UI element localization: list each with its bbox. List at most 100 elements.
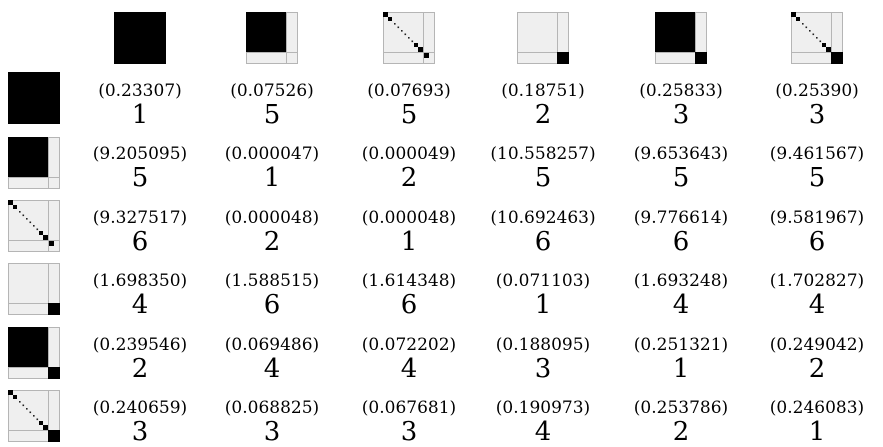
cell-rank: 2 <box>263 227 281 257</box>
cell-rank: 2 <box>400 163 418 193</box>
matrix-cell: (9.205095) 5 <box>75 144 205 192</box>
matrix-cell: (0.000048) 1 <box>344 208 474 257</box>
matrix-cell: (0.067681) 3 <box>344 400 474 447</box>
cell-rank: 1 <box>400 227 418 257</box>
cell-rank: 6 <box>808 227 826 257</box>
cell-value: (0.072202) <box>361 335 457 355</box>
cell-value: (0.253786) <box>633 398 729 418</box>
cell-rank: 1 <box>263 163 281 193</box>
cell-rank: 6 <box>263 290 281 320</box>
cell-rank: 4 <box>808 290 826 320</box>
cell-rank: 1 <box>131 100 149 130</box>
matrix-cell: (0.188095) 3 <box>478 335 608 383</box>
matrix-cell: (0.000049) 2 <box>344 144 474 193</box>
column-pattern-icon-block-plus-corner <box>655 12 707 64</box>
matrix-cell: (0.23307) 1 <box>75 83 205 130</box>
cell-value: (0.190973) <box>495 398 591 418</box>
matrix-cell: (9.327517) 6 <box>75 208 205 257</box>
cell-rank: 6 <box>131 227 149 257</box>
matrix-cell: (0.246083) 1 <box>752 398 882 447</box>
cell-value: (0.07693) <box>367 81 451 101</box>
matrix-cell: (0.239546) 2 <box>75 335 205 384</box>
cell-value: (0.07526) <box>230 81 314 101</box>
cell-rank: 2 <box>672 417 690 447</box>
cell-value: (1.702827) <box>769 271 865 291</box>
cell-rank: 4 <box>534 417 552 447</box>
cell-value: (1.614348) <box>361 271 457 291</box>
cell-value: (0.240659) <box>92 398 188 418</box>
cell-value: (9.461567) <box>769 144 865 164</box>
row-pattern-icon-top-left-block <box>8 137 60 189</box>
column-pattern-icon-diagonal <box>383 12 435 64</box>
cell-rank: 3 <box>131 417 149 447</box>
cell-rank: 5 <box>534 163 552 193</box>
cell-value: (10.558257) <box>490 144 596 164</box>
cell-rank: 2 <box>808 354 826 384</box>
cell-value: (9.205095) <box>92 144 188 164</box>
matrix-cell: (1.588515) 6 <box>207 273 337 320</box>
matrix-cell: (9.581967) 6 <box>752 208 882 257</box>
cell-value: (0.25390) <box>775 81 859 101</box>
matrix-cell: (0.068825) 3 <box>207 398 337 447</box>
cell-value: (9.653643) <box>633 144 729 164</box>
matrix-cell: (0.071103) 1 <box>478 271 608 319</box>
cell-value: (9.776614) <box>633 208 729 228</box>
cell-value: (0.246083) <box>769 398 865 418</box>
cell-rank: 3 <box>808 100 826 130</box>
matrix-cell: (1.614348) 6 <box>344 271 474 319</box>
matrix-cell: (0.18751) 2 <box>478 81 608 130</box>
matrix-cell: (0.000047) 1 <box>207 144 337 193</box>
matrix-cell: (0.190973) 4 <box>478 398 608 447</box>
cell-rank: 5 <box>672 163 690 193</box>
matrix-cell: (9.653643) 5 <box>616 144 746 193</box>
cell-value: (0.239546) <box>92 335 188 355</box>
matrix-cell: (0.000048) 2 <box>207 208 337 257</box>
cell-rank: 3 <box>263 417 281 447</box>
matrix-cell: (0.07526) 5 <box>207 81 337 129</box>
cell-rank: 3 <box>400 417 418 447</box>
cell-value: (0.188095) <box>495 335 591 355</box>
cell-value: (0.249042) <box>769 335 865 355</box>
cell-value: (0.071103) <box>495 271 591 291</box>
cell-value: (0.25833) <box>639 81 723 101</box>
cell-value: (0.000047) <box>224 144 320 164</box>
matrix-cell: (9.461567) 5 <box>752 144 882 193</box>
matrix-cell: (0.249042) 2 <box>752 335 882 384</box>
cell-value: (1.693248) <box>633 271 729 291</box>
cell-value: (0.18751) <box>501 81 585 101</box>
matrix-cell: (1.698350) 4 <box>75 273 205 319</box>
cell-rank: 6 <box>534 227 552 257</box>
matrix-cell: (0.072202) 4 <box>344 335 474 383</box>
column-pattern-icon-diagonal-plus-corner <box>791 12 843 64</box>
matrix-cell: (1.702827) 4 <box>752 271 882 320</box>
cell-value: (9.581967) <box>769 208 865 228</box>
cell-value: (0.251321) <box>633 335 729 355</box>
column-pattern-icon-bottom-right-corner <box>517 12 569 64</box>
row-pattern-icon-diagonal-plus-corner <box>8 390 60 442</box>
cell-rank: 3 <box>672 100 690 130</box>
matrix-cell: (10.692463) 6 <box>478 210 608 257</box>
matrix-cell: (1.693248) 4 <box>616 271 746 319</box>
cell-rank: 2 <box>131 354 149 384</box>
cell-rank: 2 <box>534 100 552 130</box>
cell-rank: 5 <box>400 100 418 130</box>
column-pattern-icon-top-left-block <box>246 12 298 64</box>
matrix-cell: (10.558257) 5 <box>478 144 608 193</box>
cell-value: (0.000048) <box>361 208 457 228</box>
cell-rank: 1 <box>672 354 690 384</box>
row-pattern-icon-block-plus-corner <box>8 327 60 379</box>
matrix-cell: (0.069486) 4 <box>207 337 337 384</box>
matrix-cell: (0.25833) 3 <box>616 81 746 130</box>
cell-value: (9.327517) <box>92 208 188 228</box>
row-pattern-icon-full-block <box>8 72 60 124</box>
matrix-cell: (0.07693) 5 <box>344 81 474 130</box>
cell-rank: 1 <box>808 417 826 447</box>
matrix-cell: (9.776614) 6 <box>616 208 746 257</box>
cell-value: (0.000048) <box>224 208 320 228</box>
cell-rank: 4 <box>263 354 281 384</box>
cell-value: (0.000049) <box>361 144 457 164</box>
cell-rank: 6 <box>672 227 690 257</box>
cell-value: (0.068825) <box>224 398 320 418</box>
row-pattern-icon-bottom-right-corner <box>8 263 60 315</box>
cell-rank: 5 <box>808 163 826 193</box>
